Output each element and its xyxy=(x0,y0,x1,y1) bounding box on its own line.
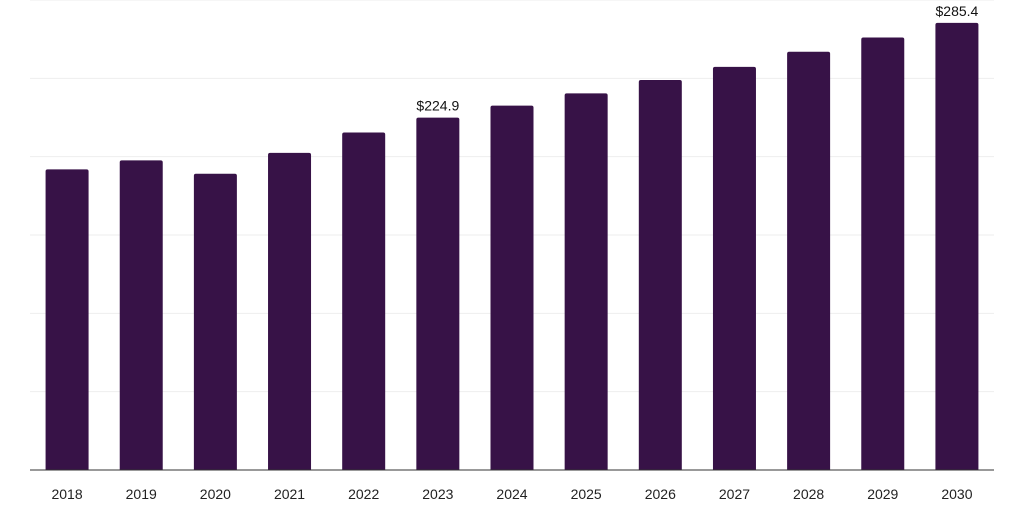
data-label: $285.4 xyxy=(936,3,979,19)
x-tick-label: 2026 xyxy=(645,486,676,502)
x-tick-label: 2022 xyxy=(348,486,379,502)
bars xyxy=(45,22,979,471)
data-label: $224.9 xyxy=(416,98,459,114)
bar-2026 xyxy=(638,80,682,470)
bar-2025 xyxy=(564,93,608,470)
x-tick-label: 2028 xyxy=(793,486,824,502)
bar-2023 xyxy=(416,117,460,470)
bar-2019 xyxy=(119,160,163,470)
bar-2024 xyxy=(490,105,534,471)
x-axis-tick-labels: 2018 2019 2020 2021 2022 2023 2024 2025 2026 2027… xyxy=(51,486,972,502)
x-tick-label: 2025 xyxy=(571,486,602,502)
x-tick-label: 2024 xyxy=(496,486,527,502)
x-tick-label: 2023 xyxy=(422,486,453,502)
x-tick-label: 2021 xyxy=(274,486,305,502)
bar-2020 xyxy=(193,173,237,470)
x-tick-label: 2029 xyxy=(867,486,898,502)
bar-2021 xyxy=(268,152,312,470)
x-tick-label: 2020 xyxy=(200,486,231,502)
bar-2030 xyxy=(935,22,979,471)
bar-2028 xyxy=(787,51,831,470)
x-tick-label: 2019 xyxy=(126,486,157,502)
x-tick-label: 2018 xyxy=(51,486,82,502)
bar-2022 xyxy=(342,132,386,471)
bar-2029 xyxy=(861,37,905,471)
bar-2018 xyxy=(45,169,89,470)
bar-2027 xyxy=(712,66,756,470)
data-labels: $224.9 $285.4 xyxy=(416,3,978,114)
x-tick-label: 2030 xyxy=(941,486,972,502)
x-tick-label: 2027 xyxy=(719,486,750,502)
